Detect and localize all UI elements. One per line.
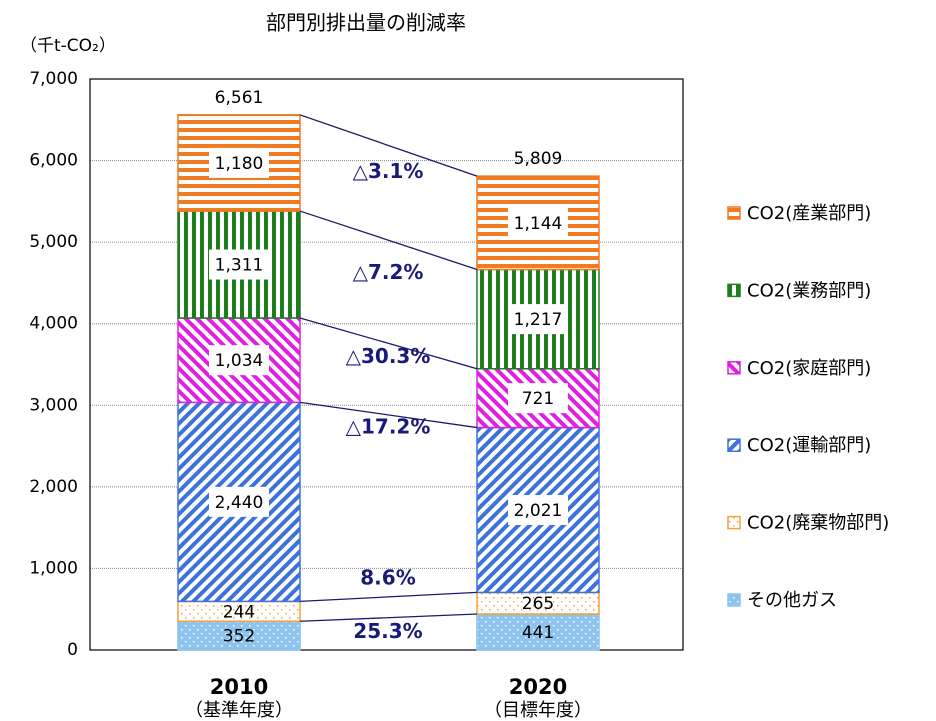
y-tick-label: 6,000 xyxy=(29,151,78,171)
bar-segment xyxy=(177,114,301,212)
label-box xyxy=(209,345,269,376)
change-label: 25.3% xyxy=(353,619,422,643)
legend-swatch xyxy=(727,361,741,375)
label-box xyxy=(209,147,269,178)
legend-label: CO2(廃棄物部門) xyxy=(747,513,889,534)
bar-segment xyxy=(476,613,600,651)
data-label: 441 xyxy=(522,623,554,643)
data-label: 265 xyxy=(522,594,554,614)
legend-swatch xyxy=(727,283,741,298)
change-label: △3.1% xyxy=(353,159,424,183)
y-tick-label: 4,000 xyxy=(29,314,78,334)
change-label: △17.2% xyxy=(346,414,431,438)
data-label: 1,311 xyxy=(215,256,264,276)
connector-line xyxy=(299,114,478,177)
y-axis-label: （千t-CO₂） xyxy=(20,36,116,56)
data-label: 244 xyxy=(223,602,255,622)
connector-line xyxy=(299,591,478,603)
change-label: 8.6% xyxy=(360,565,415,589)
chart-title: 部門別排出量の削減率 xyxy=(266,11,466,35)
legend-swatch xyxy=(727,206,741,220)
legend-label: CO2(産業部門) xyxy=(747,203,871,224)
y-tick-label: 3,000 xyxy=(29,395,78,415)
data-label: 721 xyxy=(522,389,554,409)
legend-label: その他ガス xyxy=(747,590,837,611)
connector-line xyxy=(299,401,478,429)
label-box xyxy=(209,249,269,280)
plot-frame xyxy=(89,78,684,651)
data-label: 1,144 xyxy=(514,214,563,234)
label-box xyxy=(508,207,568,238)
legend-swatch xyxy=(727,438,741,452)
connector-line xyxy=(299,317,478,370)
y-tick-label: 7,000 xyxy=(29,69,78,89)
change-label: △30.3% xyxy=(346,344,431,368)
label-box xyxy=(508,304,568,335)
data-label: 1,034 xyxy=(215,351,264,371)
total-label: 5,809 xyxy=(514,149,563,169)
x-tick-label: 2010 xyxy=(210,675,268,699)
x-tick-label: 2020 xyxy=(509,675,567,699)
total-label: 6,561 xyxy=(215,88,264,108)
change-label: △7.2% xyxy=(353,260,424,284)
data-label: 1,180 xyxy=(215,154,264,174)
x-tick-sublabel: （基準年度） xyxy=(185,700,293,721)
y-tick-label: 0 xyxy=(67,640,78,660)
legend-swatch xyxy=(727,593,741,607)
label-box xyxy=(508,383,568,414)
legend-swatch xyxy=(727,515,741,530)
legend-label: CO2(家庭部門) xyxy=(747,358,871,379)
data-label: 2,440 xyxy=(215,493,264,513)
data-label: 1,217 xyxy=(514,310,563,330)
x-tick-sublabel: （目標年度） xyxy=(484,700,592,721)
legend-label: CO2(運輸部門) xyxy=(747,435,871,456)
data-label: 352 xyxy=(223,627,255,647)
y-tick-label: 5,000 xyxy=(29,232,78,252)
connector-line xyxy=(299,210,478,271)
y-tick-label: 2,000 xyxy=(29,477,78,497)
label-box xyxy=(508,494,568,525)
legend-label: CO2(業務部門) xyxy=(747,280,871,301)
label-box xyxy=(209,486,269,517)
data-label: 2,021 xyxy=(514,501,563,521)
connector-line xyxy=(299,613,478,622)
y-tick-label: 1,000 xyxy=(29,558,78,578)
